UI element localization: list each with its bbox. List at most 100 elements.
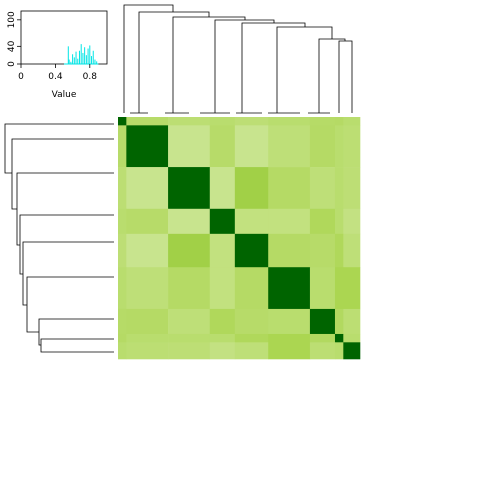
heatmap-cell (234, 167, 269, 210)
heatmap-cell (126, 267, 169, 310)
heatmap-grid (118, 117, 361, 360)
heatmap-cell (334, 267, 344, 310)
heatmap-cell (268, 125, 311, 168)
heatmap-cell (118, 308, 127, 335)
color-key-histogram (64, 44, 99, 65)
row-dendrogram-branch (38, 318, 114, 346)
heatmap-cell (168, 117, 211, 126)
column-dendrogram (123, 4, 353, 114)
x-tick-label: 0.4 (48, 72, 63, 82)
heatmap-cell (209, 267, 236, 310)
heatmap-cell (334, 233, 344, 268)
heatmap-cell (343, 233, 361, 268)
heatmap-cell (168, 233, 211, 268)
heatmap-cell (309, 208, 336, 235)
heatmap-cell (234, 117, 269, 126)
heatmap-cell (168, 267, 211, 310)
color-key-y-axis: 0 40 100 (7, 11, 21, 67)
heatmap-cell (334, 125, 344, 168)
heatmap-cell (168, 342, 211, 360)
heatmap-cell (126, 167, 169, 210)
heatmap-cell (334, 308, 344, 335)
heatmap-cell (126, 125, 169, 168)
heatmap-cell (234, 208, 269, 235)
heatmap-cell (168, 333, 211, 343)
row-dendrogram-branch (40, 338, 114, 353)
row-dendrogram-branch (11, 138, 114, 210)
heatmap-cell (168, 125, 211, 168)
heatmap-cell (268, 167, 311, 210)
heatmap-cell (334, 342, 344, 360)
heatmap-cell (268, 342, 311, 360)
column-dendrogram-branch (318, 38, 346, 113)
heatmap-cell (268, 267, 311, 310)
heatmap-cell (118, 342, 127, 360)
heatmap-cell (209, 233, 236, 268)
heatmap-cell (334, 117, 344, 126)
color-key-x-axis: 0 0.4 0.8 (18, 64, 97, 82)
heatmap-cell (309, 167, 336, 210)
heatmap-cell (334, 167, 344, 210)
heatmap-cell (118, 333, 127, 343)
column-dendrogram-branch (338, 40, 353, 113)
heatmap-cell (343, 125, 361, 168)
heatmap-cell (209, 333, 236, 343)
color-key-x-label: Value (52, 90, 77, 100)
heatmap-cell (268, 308, 311, 335)
column-dendrogram-branch (123, 4, 174, 113)
heatmap-cell (343, 117, 361, 126)
heatmap-cell (309, 342, 336, 360)
heatmap-cell (268, 233, 311, 268)
heatmap-cell (118, 117, 127, 126)
heatmap-cell (168, 167, 211, 210)
heatmap-cell (334, 208, 344, 235)
heatmap-cell (209, 342, 236, 360)
row-dendrogram-branch (26, 276, 114, 333)
y-tick-label: 0 (7, 61, 17, 67)
color-key: 0 0.4 0.8 0 40 100 Value (7, 10, 108, 100)
heatmap-cell (209, 208, 236, 235)
heatmap-cell (234, 333, 269, 343)
row-dendrogram-branch (16, 172, 114, 246)
heatmap-cell (126, 233, 169, 268)
heatmap-cell (118, 125, 127, 168)
column-dendrogram-branch (172, 16, 246, 113)
heatmap-cell (126, 308, 169, 335)
heatmap-cell (209, 125, 236, 168)
heatmap-cell (118, 167, 127, 210)
heatmap-cell (309, 333, 336, 343)
heatmap-cell (268, 333, 311, 343)
row-dendrogram-branch (22, 241, 114, 306)
heatmap-cell (343, 208, 361, 235)
row-dendrogram-branch (4, 123, 114, 174)
heatmap-cell (209, 167, 236, 210)
column-dendrogram-branch (138, 11, 210, 113)
heatmap-cell (168, 308, 211, 335)
heatmap-cell (268, 117, 311, 126)
heatmap-cell (126, 117, 169, 126)
heatmap-cell (343, 333, 361, 343)
heatmap-cell (309, 233, 336, 268)
heatmap-cell (343, 267, 361, 310)
row-dendrogram-branch (19, 214, 114, 275)
heatmap-cell (126, 342, 169, 360)
row-dendrogram (4, 123, 114, 353)
heatmap-cell (126, 208, 169, 235)
heatmap-cell (309, 125, 336, 168)
heatmap-cell (343, 342, 361, 360)
heatmap-cell (118, 267, 127, 310)
heatmap-cell (309, 308, 336, 335)
x-tick-label: 0 (18, 72, 24, 82)
y-tick-label: 100 (7, 11, 17, 28)
heatmap-cell (168, 208, 211, 235)
column-dendrogram-branch (214, 19, 275, 113)
heatmap-cell (234, 267, 269, 310)
heatmap-cell (234, 125, 269, 168)
heatmap-cell (268, 208, 311, 235)
heatmap-cell (343, 308, 361, 335)
heatmap-cell (343, 167, 361, 210)
y-tick-label: 40 (7, 40, 17, 52)
heatmap-cell (118, 208, 127, 235)
heatmap-cell (126, 333, 169, 343)
